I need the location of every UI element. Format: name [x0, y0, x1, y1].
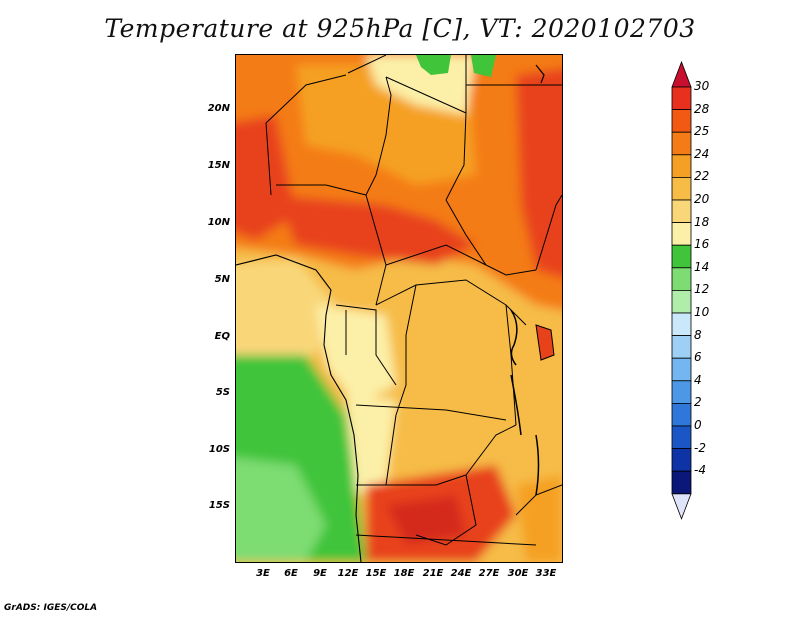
field-west-coast	[236, 260, 336, 363]
lon-label: 24E	[450, 568, 472, 579]
border	[385, 414, 397, 486]
colorbar-label: 30	[694, 79, 710, 93]
colorbar-swatch	[671, 109, 692, 133]
country-borders	[265, 55, 562, 546]
colorbar-swatch	[671, 267, 692, 291]
lon-label: 30E	[507, 568, 529, 579]
colorbar-label: -2	[694, 440, 706, 455]
border	[395, 284, 417, 416]
colorbar-swatch	[671, 402, 692, 427]
field-green-north-east	[471, 55, 496, 77]
lon-label: 33E	[535, 568, 557, 579]
border	[355, 404, 507, 421]
border	[335, 304, 397, 386]
lat-label: 10N	[207, 217, 230, 228]
border	[355, 534, 537, 546]
colorbar-label: 14	[694, 259, 710, 274]
lon-label: 3E	[256, 568, 270, 579]
lake-malawi	[535, 434, 540, 496]
colorbar-swatch	[671, 154, 692, 178]
field-sw-lightgreen	[236, 457, 326, 562]
colorbar-label: 18	[694, 214, 710, 229]
border	[265, 122, 272, 196]
lat-label: 10S	[208, 444, 230, 455]
colorbar-label: 16	[694, 237, 710, 252]
border	[385, 76, 467, 114]
lat-label: 20N	[207, 103, 230, 114]
colorbar-swatch	[671, 470, 692, 495]
colorbar-label: 0	[694, 418, 702, 432]
colorbar-swatch	[671, 335, 692, 359]
lat-label: 5S	[215, 387, 230, 398]
lon-label: 12E	[337, 568, 359, 579]
colorbar-swatch	[671, 199, 692, 224]
border	[535, 194, 562, 271]
colorbar-swatch	[671, 222, 692, 246]
colorbar-label: 28	[694, 101, 710, 116]
lon-label: 15E	[365, 568, 387, 579]
lon-label: 21E	[422, 568, 444, 579]
lat-label: 15N	[207, 160, 230, 171]
lon-label: 18E	[393, 568, 415, 579]
colorbar-label: 22	[694, 169, 710, 184]
credit-label: GrADS: IGES/COLA	[4, 603, 98, 613]
lat-label: EQ	[214, 331, 230, 342]
colorbar-tip-top	[671, 60, 692, 88]
border	[276, 76, 392, 196]
chart-title: Temperature at 925hPa [C], VT: 202010270…	[104, 14, 696, 43]
colorbar-tip-bottom	[671, 493, 692, 520]
field-red-west	[236, 115, 296, 240]
border	[445, 112, 467, 201]
border	[385, 244, 487, 266]
colorbar-label: 8	[694, 327, 702, 342]
colorbar-swatch	[671, 244, 692, 269]
colorbar-swatch	[671, 312, 692, 337]
lake-tanganyika	[510, 374, 522, 436]
colorbar	[671, 60, 692, 520]
colorbar-swatch	[671, 86, 692, 111]
colorbar-label: 10	[694, 305, 710, 319]
colorbar-swatch	[671, 289, 692, 314]
temperature-field	[236, 55, 562, 562]
field-angola-cream	[346, 395, 396, 495]
lon-label: 27E	[478, 568, 500, 579]
lon-label: 6E	[284, 568, 298, 579]
colorbar-label: 4	[694, 372, 702, 387]
colorbar-label: 25	[694, 124, 710, 139]
colorbar-label: 24	[694, 146, 710, 161]
field-se	[516, 475, 562, 562]
border	[356, 474, 467, 486]
border	[347, 55, 387, 74]
coastline	[236, 254, 362, 562]
field-south-hot	[386, 495, 466, 545]
lat-label: 15S	[208, 500, 230, 511]
colorbar-label: 2	[694, 395, 702, 410]
border	[265, 74, 347, 124]
field-red-east	[516, 68, 562, 278]
temperature-map	[235, 54, 563, 563]
nile-feature	[535, 64, 545, 84]
colorbar-swatch	[671, 131, 692, 156]
colorbar-label: 20	[694, 192, 710, 206]
lake-albert	[510, 309, 518, 366]
border	[365, 194, 387, 306]
border	[465, 424, 517, 476]
colorbar-label: 6	[694, 350, 702, 365]
lat-label: 5N	[214, 274, 230, 285]
colorbar-swatch	[671, 448, 692, 472]
border	[415, 474, 477, 546]
colorbar-label: -4	[694, 463, 706, 478]
lon-label: 9E	[313, 568, 327, 579]
colorbar-swatch	[671, 380, 692, 404]
colorbar-swatch	[671, 177, 692, 201]
colorbar-swatch	[671, 357, 692, 382]
field-green-north	[416, 55, 451, 75]
colorbar-label: 12	[694, 282, 710, 297]
colorbar-swatch	[671, 425, 692, 450]
lake-victoria	[535, 324, 555, 361]
